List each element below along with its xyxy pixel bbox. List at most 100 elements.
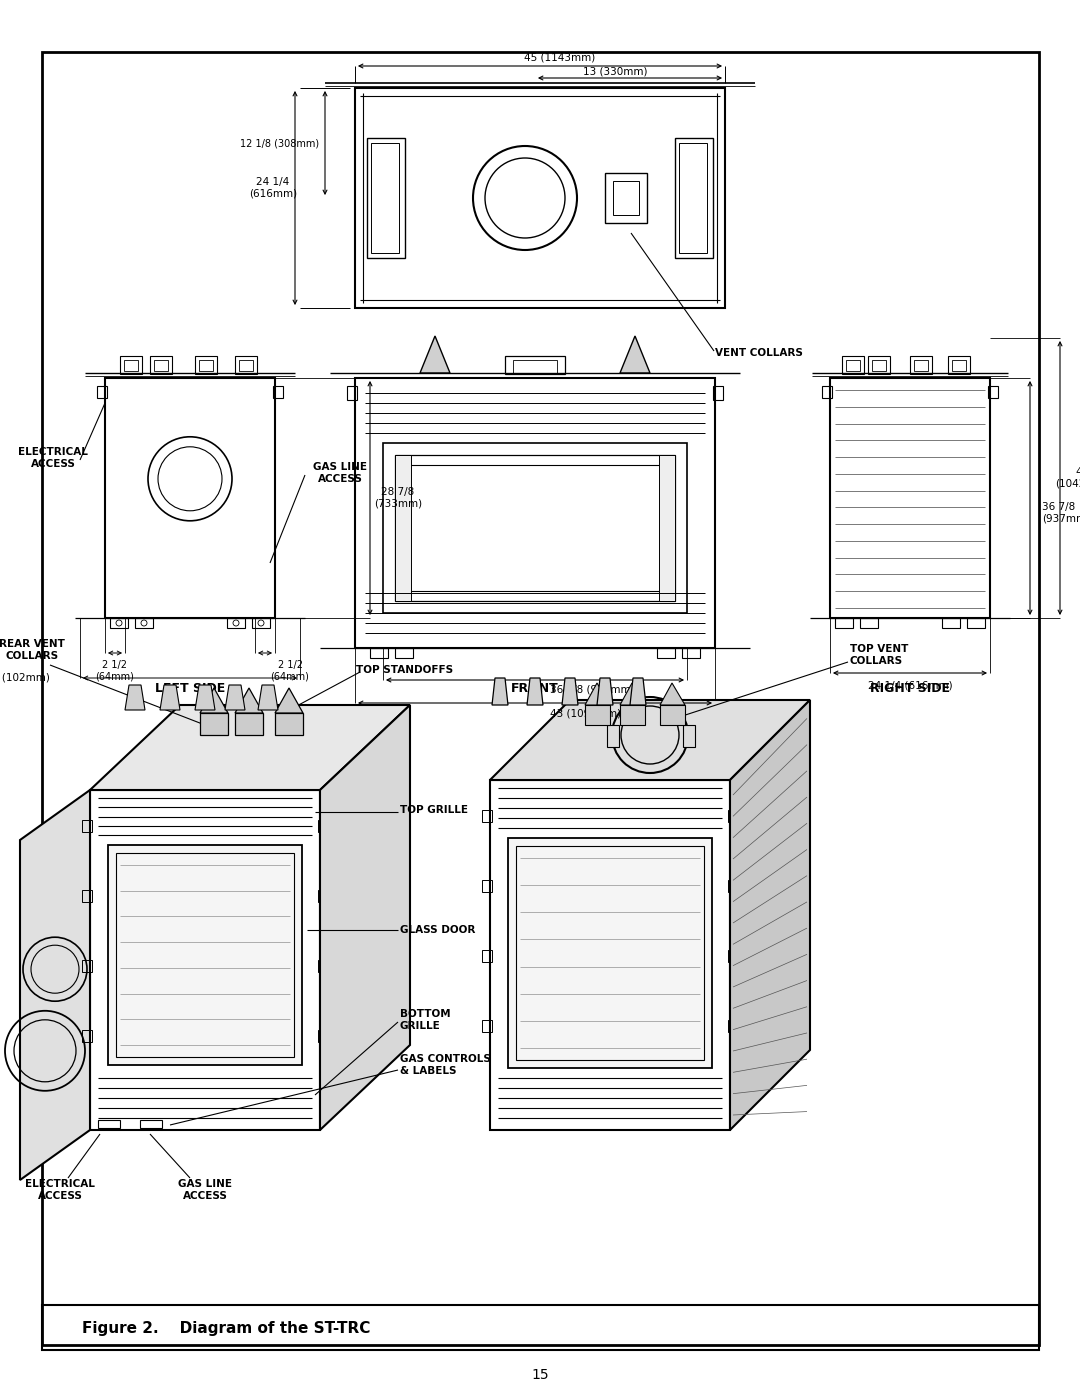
- Bar: [620, 705, 645, 725]
- Text: REAR VENT
COLLARS: REAR VENT COLLARS: [0, 640, 65, 661]
- Polygon shape: [597, 678, 613, 705]
- Text: RIGHT SIDE: RIGHT SIDE: [870, 682, 950, 694]
- Bar: [124, 360, 138, 372]
- Bar: [948, 356, 970, 374]
- Text: LEFT SIDE: LEFT SIDE: [154, 682, 225, 694]
- Bar: [318, 960, 328, 972]
- Bar: [822, 386, 832, 398]
- Bar: [120, 356, 141, 374]
- Bar: [490, 780, 730, 1130]
- Bar: [347, 386, 357, 400]
- Polygon shape: [258, 685, 278, 710]
- Bar: [728, 880, 738, 893]
- Text: FRONT: FRONT: [511, 682, 558, 694]
- Bar: [482, 880, 492, 893]
- Bar: [252, 617, 270, 629]
- Bar: [914, 360, 928, 372]
- Bar: [605, 173, 647, 224]
- Text: ELECTRICAL
ACCESS: ELECTRICAL ACCESS: [18, 447, 87, 469]
- Polygon shape: [585, 683, 610, 705]
- Text: 4 (102mm): 4 (102mm): [0, 673, 50, 683]
- Bar: [150, 356, 172, 374]
- Polygon shape: [200, 687, 228, 712]
- Polygon shape: [620, 683, 645, 705]
- Bar: [82, 890, 92, 902]
- Polygon shape: [195, 685, 215, 710]
- Bar: [199, 360, 213, 372]
- Text: 12 1/8 (308mm): 12 1/8 (308mm): [241, 138, 320, 148]
- Bar: [728, 810, 738, 821]
- Bar: [482, 810, 492, 821]
- Bar: [135, 617, 153, 629]
- Bar: [842, 356, 864, 374]
- Bar: [275, 712, 303, 735]
- Bar: [367, 138, 405, 258]
- Bar: [372, 142, 399, 253]
- Bar: [660, 705, 685, 725]
- Bar: [383, 443, 687, 613]
- Bar: [683, 725, 696, 747]
- Text: 43 (1093mm): 43 (1093mm): [550, 708, 621, 718]
- Bar: [200, 712, 228, 735]
- Bar: [395, 455, 411, 601]
- Text: TOP GRILLE: TOP GRILLE: [400, 805, 468, 814]
- Bar: [967, 617, 985, 629]
- Bar: [728, 950, 738, 963]
- Bar: [395, 648, 413, 658]
- Text: 13 (330mm): 13 (330mm): [583, 66, 647, 75]
- Bar: [108, 845, 302, 1065]
- Bar: [951, 360, 966, 372]
- Polygon shape: [320, 705, 410, 1130]
- Text: TOP VENT
COLLARS: TOP VENT COLLARS: [850, 644, 908, 666]
- Bar: [90, 789, 320, 1130]
- Bar: [657, 648, 675, 658]
- Bar: [860, 617, 878, 629]
- Bar: [942, 617, 960, 629]
- Bar: [154, 360, 168, 372]
- Text: 45 (1143mm): 45 (1143mm): [525, 53, 596, 63]
- Bar: [613, 182, 639, 215]
- Polygon shape: [562, 678, 578, 705]
- Bar: [318, 890, 328, 902]
- Bar: [508, 838, 712, 1067]
- Bar: [831, 379, 990, 617]
- Bar: [370, 648, 388, 658]
- Bar: [318, 820, 328, 833]
- Bar: [82, 820, 92, 833]
- Text: 41
(1042mm): 41 (1042mm): [1055, 467, 1080, 489]
- Text: 2 1/2
(64mm): 2 1/2 (64mm): [271, 661, 310, 682]
- Polygon shape: [21, 789, 90, 1180]
- Bar: [239, 360, 253, 372]
- Bar: [585, 705, 610, 725]
- Polygon shape: [630, 678, 646, 705]
- Bar: [227, 617, 245, 629]
- Bar: [513, 360, 557, 373]
- Bar: [355, 379, 715, 648]
- Bar: [355, 88, 725, 307]
- Bar: [318, 1030, 328, 1042]
- Polygon shape: [492, 678, 508, 705]
- Text: 28 7/8
(733mm): 28 7/8 (733mm): [374, 488, 422, 509]
- Bar: [910, 356, 932, 374]
- Bar: [516, 847, 704, 1060]
- Text: GLASS DOOR: GLASS DOOR: [400, 925, 475, 935]
- Bar: [607, 725, 619, 747]
- Text: 24 1/4
(616mm): 24 1/4 (616mm): [248, 177, 297, 198]
- Polygon shape: [620, 337, 650, 373]
- Bar: [675, 138, 713, 258]
- Text: 2 1/2
(64mm): 2 1/2 (64mm): [95, 661, 134, 682]
- Text: 24 1/4 (616mm): 24 1/4 (616mm): [867, 680, 953, 690]
- Polygon shape: [490, 700, 810, 780]
- Bar: [482, 950, 492, 963]
- Bar: [679, 142, 707, 253]
- Polygon shape: [660, 683, 685, 705]
- Polygon shape: [125, 685, 145, 710]
- Text: GAS CONTROLS
& LABELS: GAS CONTROLS & LABELS: [400, 1055, 491, 1076]
- Bar: [868, 356, 890, 374]
- Text: GAS LINE
ACCESS: GAS LINE ACCESS: [313, 462, 367, 483]
- Bar: [846, 360, 860, 372]
- Bar: [195, 356, 217, 374]
- Text: 15: 15: [531, 1368, 549, 1382]
- Polygon shape: [527, 678, 543, 705]
- Polygon shape: [730, 700, 810, 1130]
